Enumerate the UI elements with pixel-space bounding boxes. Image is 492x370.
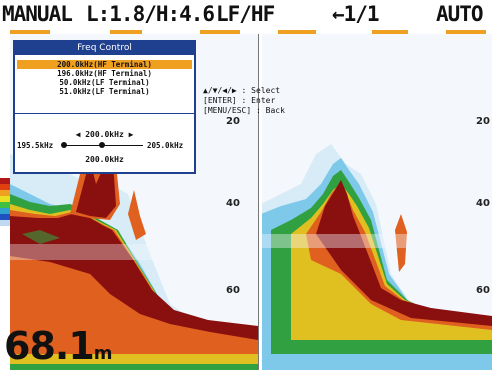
range-marker [10,30,50,34]
color-scale-bar [0,34,10,370]
key-help: ▲/▼/◀/▶ : Select [ENTER] : Enter [MENU/E… [203,86,285,116]
frequency-max: 205.0kHz [147,141,184,150]
depth-scale-label: 40 [226,198,240,209]
range-marker [446,30,486,34]
range-marker [278,30,316,34]
frequency-option[interactable]: 51.0kHz(LF Terminal) [59,87,150,96]
frequency-current: 200.0kHz [85,155,124,164]
help-action: : Enter [241,96,276,105]
help-action: : Select [241,86,281,95]
slider-min-knob [61,142,67,148]
depth-value: 68.1 [4,324,95,368]
frequency-option[interactable]: 50.0kHz(LF Terminal) [59,78,150,87]
depth-scale-label: 40 [476,198,490,209]
range-marker [372,30,408,34]
range-label: L:1.8/H:4.6 [86,2,215,26]
dialog-title: Freq Control [15,42,194,55]
help-key: [MENU/ESC] [203,106,252,115]
frequency-min: 195.5kHz [17,141,54,150]
dialog-divider [15,113,194,114]
help-key: [ENTER] [203,96,237,105]
frequency-slider-knob[interactable] [99,142,105,148]
hf-echogram [261,34,492,370]
frequency-option[interactable]: 196.0kHz(HF Terminal) [57,69,152,78]
depth-scale-label: 20 [226,116,240,127]
status-bar: MANUAL L:1.8/H:4.6 LF/HF ←1/1 AUTO [0,0,492,34]
mode-label: MANUAL [2,2,73,26]
depth-scale-label: 60 [226,285,240,296]
freq-control-dialog[interactable]: Freq Control 200.0kHz(HF Terminal) 196.0… [13,40,196,174]
range-marker [200,30,240,34]
page-indicator: ←1/1 [332,2,380,26]
help-action: : Back [256,106,285,115]
depth-readout: 68.1m [4,324,113,368]
range-marker [110,30,142,34]
frequency-pair-label: LF/HF [216,2,275,26]
frequency-option[interactable]: 200.0kHz(HF Terminal) [17,60,192,69]
frequency-adjuster[interactable]: ◀ 200.0kHz ▶ [75,130,134,139]
panel-divider [258,34,262,370]
depth-scale-label: 20 [476,116,490,127]
gain-mode-label: AUTO [436,2,484,26]
depth-unit: m [93,343,113,364]
frequency-list: 200.0kHz(HF Terminal) 196.0kHz(HF Termin… [17,60,192,96]
depth-scale-label: 60 [476,285,490,296]
help-key: ▲/▼/◀/▶ [203,86,237,95]
